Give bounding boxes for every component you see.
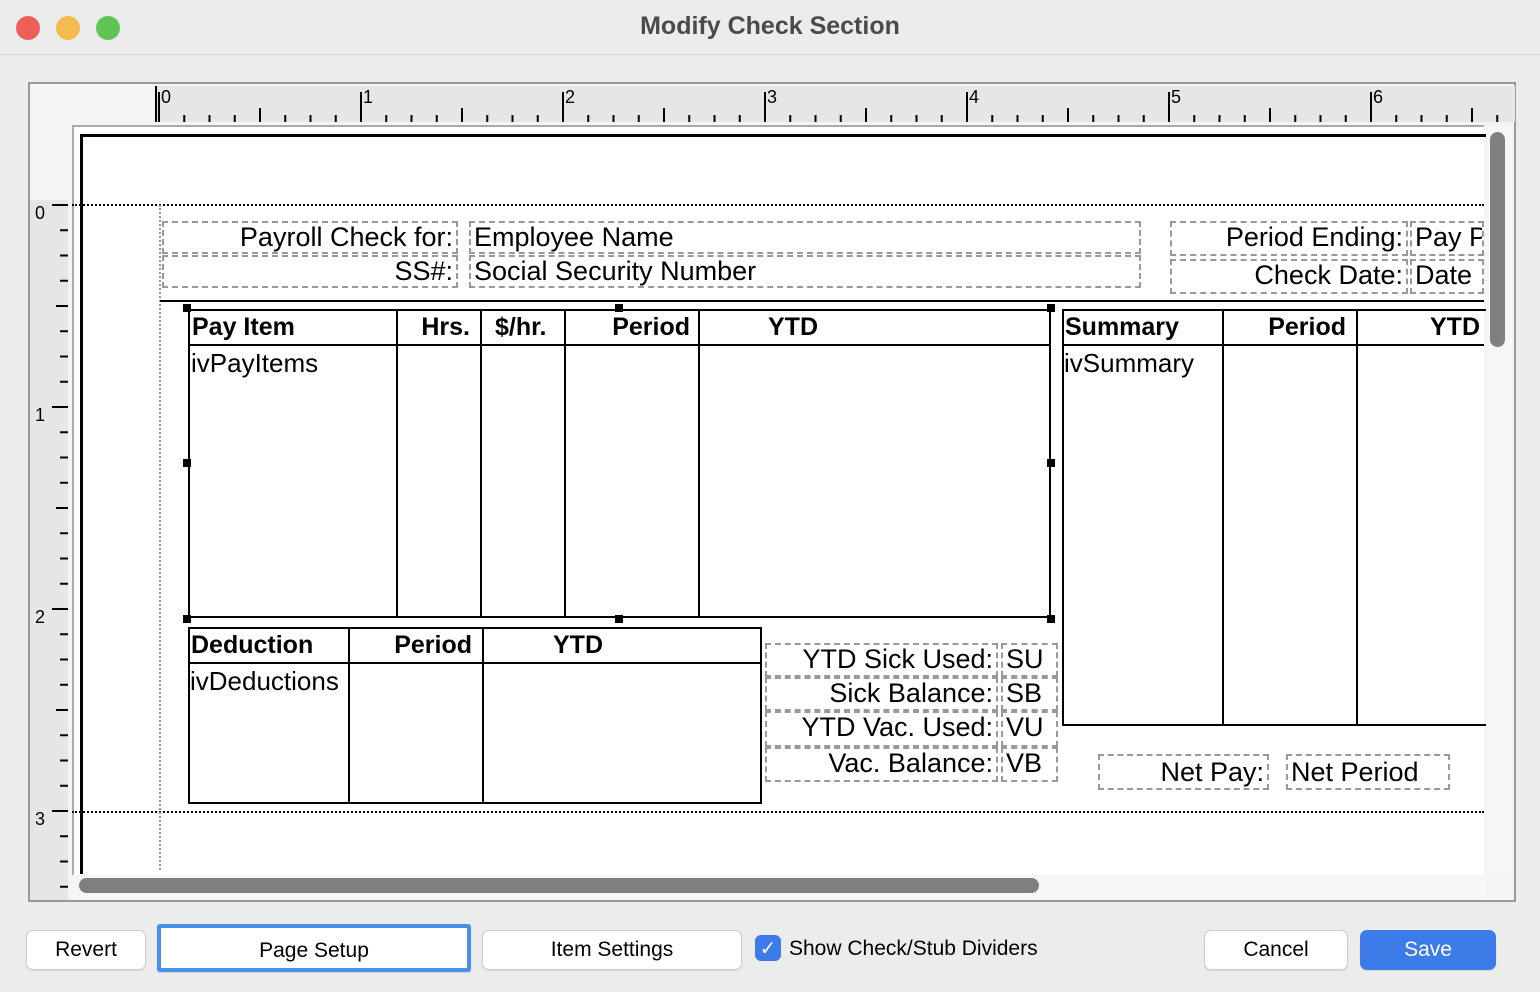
col-line <box>396 309 398 618</box>
show-dividers-label[interactable]: Show Check/Stub Dividers <box>789 937 1038 960</box>
resize-handle[interactable] <box>615 304 623 312</box>
resize-handle[interactable] <box>1047 615 1055 623</box>
col-line <box>348 627 350 804</box>
balance-field[interactable]: SB <box>1001 677 1058 711</box>
col-header: Summary <box>1065 313 1179 341</box>
deductions-table[interactable] <box>188 627 762 804</box>
deductions-variable: ivDeductions <box>190 666 339 696</box>
pay-items-variable: ivPayItems <box>191 348 319 378</box>
vertical-ruler <box>30 200 68 900</box>
net-pay-field[interactable]: Net Period <box>1286 754 1450 790</box>
balance-field[interactable]: VB <box>1001 747 1058 782</box>
item-settings-button[interactable]: Item Settings <box>482 930 742 970</box>
cancel-button[interactable]: Cancel <box>1204 930 1348 970</box>
balance-field[interactable]: SU <box>1001 643 1058 677</box>
col-header: Period <box>394 631 472 659</box>
col-line <box>480 309 482 618</box>
resize-handle[interactable] <box>615 615 623 623</box>
title-bar <box>0 0 1540 55</box>
resize-handle[interactable] <box>1047 304 1055 312</box>
ss-field[interactable]: Social Security Number <box>469 255 1141 288</box>
ruler-label: 5 <box>1171 87 1182 107</box>
col-line <box>564 309 566 618</box>
ruler-label: 1 <box>35 405 46 425</box>
payroll-check-label[interactable]: Payroll Check for: <box>162 221 458 254</box>
resize-handle[interactable] <box>183 615 191 623</box>
col-header: YTD <box>768 313 818 341</box>
resize-handle[interactable] <box>1047 459 1055 467</box>
ruler-label: 6 <box>1373 87 1384 107</box>
close-button[interactable] <box>16 16 40 40</box>
ruler-label: 2 <box>565 87 576 107</box>
summary-table[interactable] <box>1062 309 1492 726</box>
net-pay-label[interactable]: Net Pay: <box>1098 754 1269 790</box>
period-ending-label[interactable]: Period Ending: <box>1170 221 1408 256</box>
horizontal-ruler <box>155 86 1524 122</box>
col-header: Period <box>612 313 690 341</box>
vertical-scroll-thumb[interactable] <box>1490 132 1505 347</box>
show-dividers-checkbox[interactable]: ✓ <box>755 935 781 961</box>
col-header: YTD <box>553 631 603 659</box>
resize-handle[interactable] <box>183 459 191 467</box>
col-line <box>698 309 700 618</box>
employee-name-field[interactable]: Employee Name <box>469 221 1141 254</box>
balance-label[interactable]: Sick Balance: <box>765 677 998 711</box>
ss-label[interactable]: SS#: <box>162 255 458 288</box>
check-page <box>72 125 1484 875</box>
col-header: Pay Item <box>192 313 295 341</box>
col-header: Period <box>1268 313 1346 341</box>
header-rule <box>188 662 762 664</box>
col-line <box>1356 309 1358 726</box>
period-ending-field[interactable]: Pay P <box>1410 221 1484 256</box>
zoom-button[interactable] <box>96 16 120 40</box>
check-divider <box>72 204 1484 206</box>
balance-label[interactable]: YTD Sick Used: <box>765 643 998 677</box>
ruler-label: 2 <box>35 607 46 627</box>
col-header: YTD <box>1430 313 1480 341</box>
col-header: Deduction <box>191 631 314 659</box>
ruler-label: 0 <box>35 203 46 223</box>
ruler-label: 3 <box>767 87 778 107</box>
minimize-button[interactable] <box>56 16 80 40</box>
header-rule <box>188 344 1051 346</box>
separator-line <box>160 300 1484 302</box>
summary-variable: ivSummary <box>1064 348 1195 378</box>
ruler-label: 0 <box>161 87 172 107</box>
ruler-label: 4 <box>969 87 980 107</box>
header-rule <box>1062 344 1484 346</box>
horizontal-scroll-thumb[interactable] <box>79 878 1039 893</box>
balance-label[interactable]: Vac. Balance: <box>765 747 998 782</box>
page-border <box>80 134 1490 874</box>
col-header: $/hr. <box>495 313 547 341</box>
col-line <box>1222 309 1224 726</box>
ruler-label: 1 <box>363 87 374 107</box>
col-line <box>482 627 484 804</box>
page-setup-button[interactable]: Page Setup <box>157 924 471 972</box>
check-date-field[interactable]: Date <box>1410 259 1484 294</box>
revert-button[interactable]: Revert <box>26 930 146 970</box>
stub-divider <box>72 811 1484 813</box>
save-button[interactable]: Save <box>1360 930 1496 970</box>
resize-handle[interactable] <box>183 304 191 312</box>
margin-guide <box>159 205 161 870</box>
window-title: Modify Check Section <box>640 12 900 40</box>
balance-label[interactable]: YTD Vac. Used: <box>765 711 998 747</box>
check-date-label[interactable]: Check Date: <box>1170 259 1408 294</box>
ruler-label: 3 <box>35 809 46 829</box>
col-header: Hrs. <box>421 313 470 341</box>
balance-field[interactable]: VU <box>1001 711 1058 747</box>
